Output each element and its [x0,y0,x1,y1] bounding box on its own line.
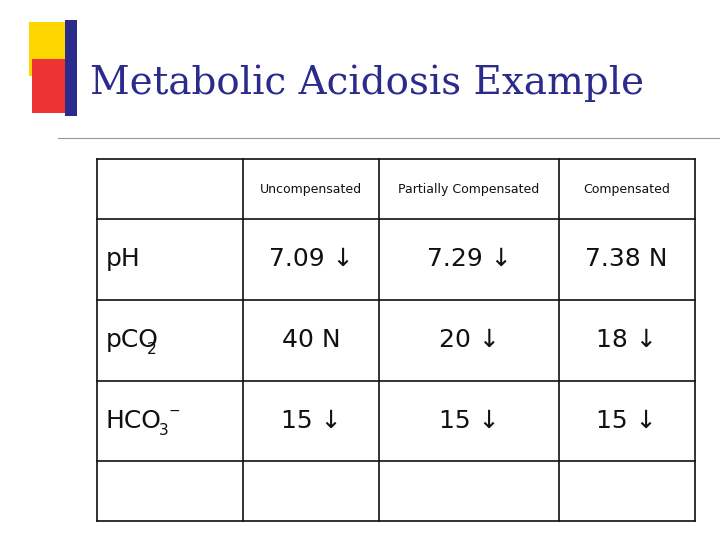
FancyBboxPatch shape [65,20,78,116]
Text: Metabolic Acidosis Example: Metabolic Acidosis Example [90,65,644,103]
Text: 15 ↓: 15 ↓ [281,409,342,433]
Text: 2: 2 [147,342,157,357]
FancyBboxPatch shape [32,59,72,113]
FancyBboxPatch shape [29,22,68,76]
Text: 7.29 ↓: 7.29 ↓ [427,247,511,272]
Text: 18 ↓: 18 ↓ [596,328,657,352]
Text: 7.38 N: 7.38 N [585,247,668,272]
Text: 15 ↓: 15 ↓ [438,409,500,433]
Text: HCO: HCO [106,409,162,433]
Text: pCO: pCO [106,328,158,352]
Text: 15 ↓: 15 ↓ [596,409,657,433]
Text: −: − [168,404,180,418]
Text: 40 N: 40 N [282,328,341,352]
Text: Partially Compensated: Partially Compensated [398,183,540,195]
Text: Compensated: Compensated [583,183,670,195]
Text: pH: pH [106,247,140,272]
Text: Uncompensated: Uncompensated [260,183,362,195]
Text: 20 ↓: 20 ↓ [438,328,500,352]
Text: 7.09 ↓: 7.09 ↓ [269,247,354,272]
Text: 3: 3 [158,423,168,438]
